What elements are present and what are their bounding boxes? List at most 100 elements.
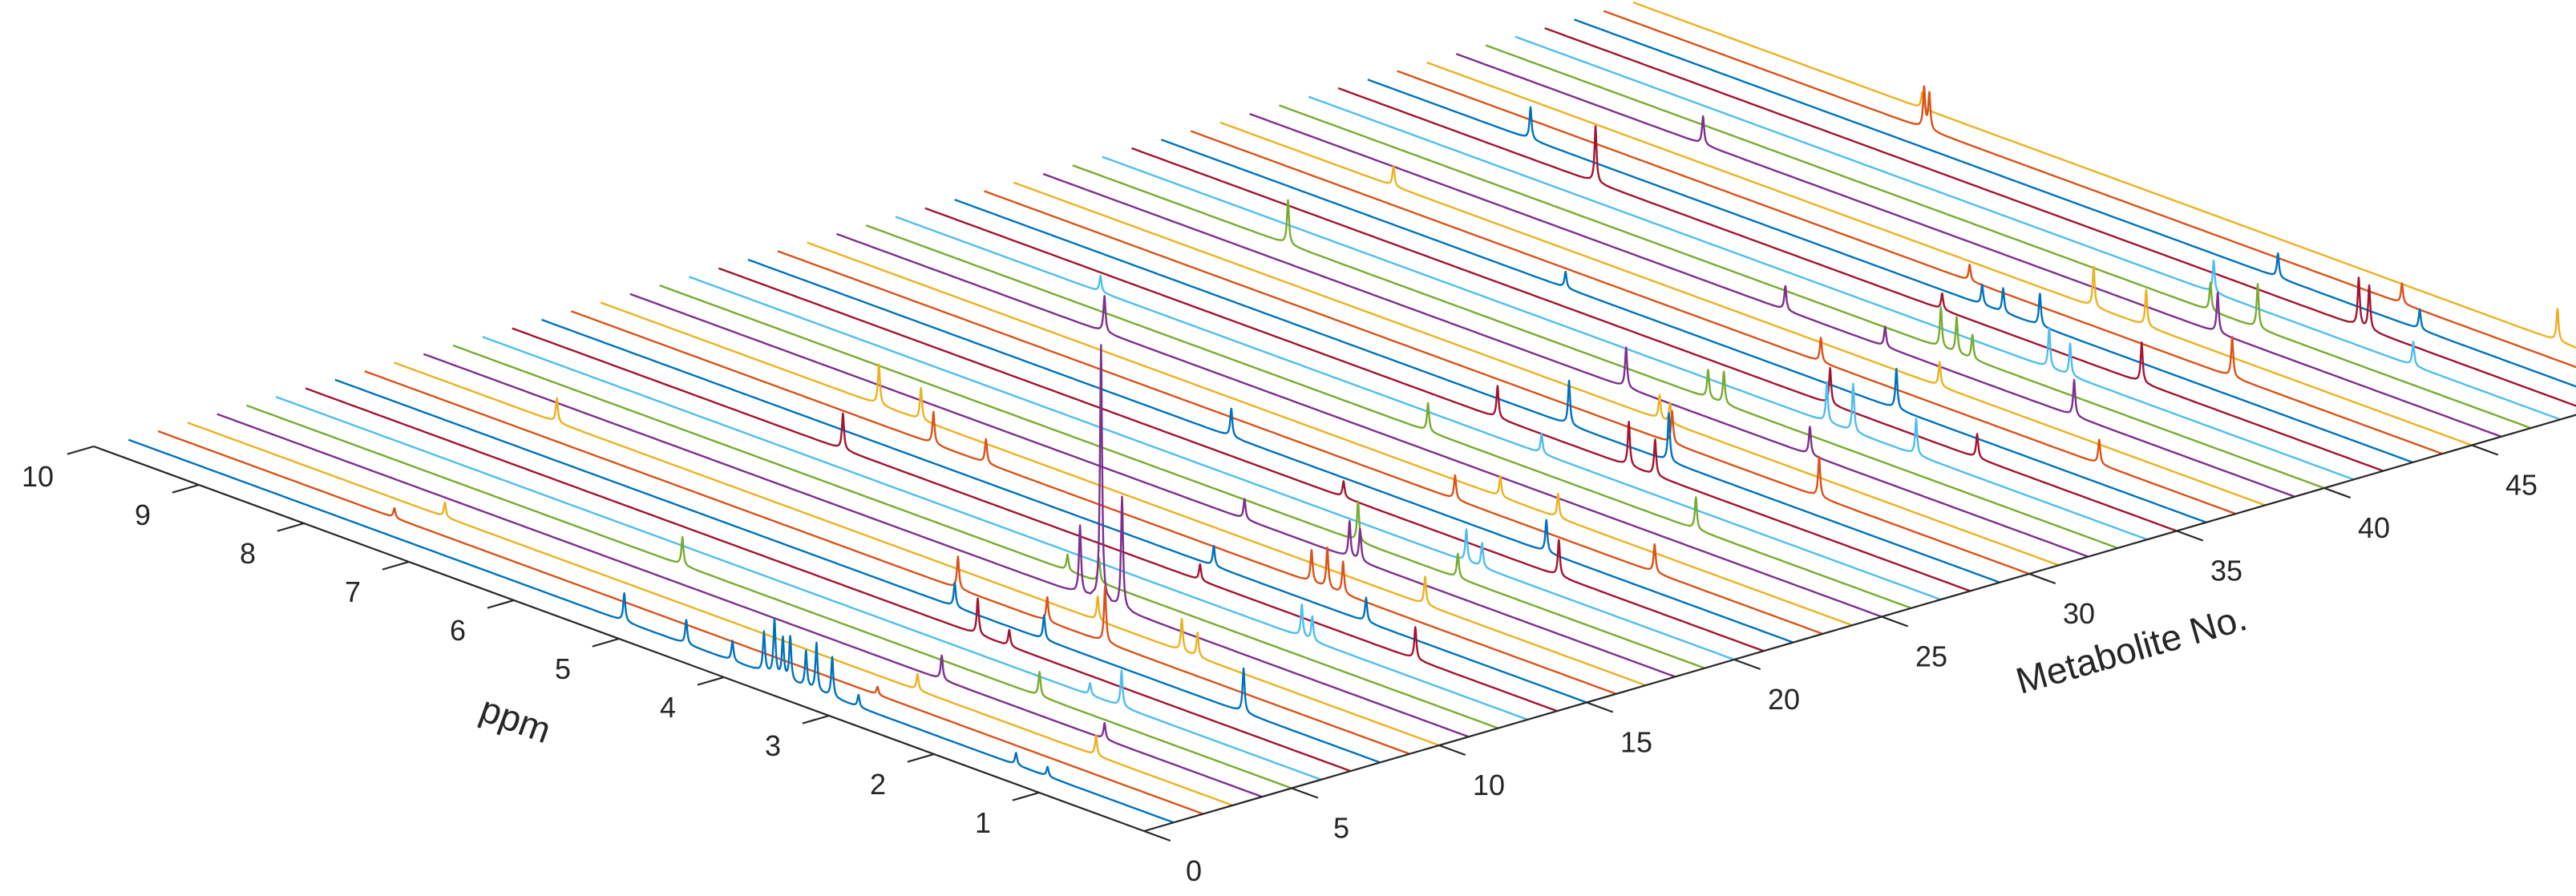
ppm-tick-label: 7 <box>345 575 361 608</box>
spectrum-series-4 <box>216 413 1263 798</box>
spectrum-series-11 <box>423 344 1470 738</box>
metabolite-axis-label: Metabolite No. <box>2012 596 2251 702</box>
spectrum-series-21 <box>718 267 1765 652</box>
ppm-tick-mark <box>277 522 305 532</box>
spectrum-series-48 <box>1514 35 2561 421</box>
metabolite-tick-mark <box>2323 486 2352 499</box>
spectrum-series-32 <box>1042 172 2089 558</box>
spectra-traces <box>127 1 2576 824</box>
spectrum-series-39 <box>1249 112 2295 498</box>
ppm-tick-label: 9 <box>135 498 151 531</box>
spectrum-series-52 <box>1632 1 2576 349</box>
ppm-tick-label: 4 <box>660 691 676 724</box>
ppm-tick-label: 1 <box>975 806 991 839</box>
spectrum-series-2 <box>157 430 1204 815</box>
ppm-tick-mark <box>802 714 830 724</box>
ppm-tick-label: 3 <box>765 729 781 762</box>
spectrum-series-31 <box>1013 181 2060 567</box>
spectrum-series-45 <box>1426 61 2473 446</box>
spectrum-series-18 <box>629 293 1676 678</box>
spectrum-series-12 <box>452 344 1499 729</box>
spectrum-series-30 <box>984 190 2030 575</box>
metabolite-tick-mark <box>1586 701 1614 713</box>
ppm-tick-mark <box>487 599 515 609</box>
spectrum-series-49 <box>1544 26 2576 407</box>
spectrum-series-9 <box>364 369 1410 755</box>
ppm-tick-mark <box>172 483 200 494</box>
spectrum-series-38 <box>1219 121 2266 507</box>
spectrum-series-25 <box>836 232 1882 618</box>
metabolite-tick-mark <box>2176 530 2204 542</box>
spectrum-series-5 <box>246 404 1292 789</box>
spectrum-series-29 <box>954 198 2000 583</box>
metabolite-tick-label: 20 <box>1768 683 1800 716</box>
spectrum-series-10 <box>394 361 1440 747</box>
ppm-tick-mark <box>1012 791 1040 801</box>
spectrum-series-28 <box>924 207 1971 592</box>
spectrum-series-34 <box>1102 155 2148 541</box>
metabolite-tick-label: 25 <box>1915 640 1947 673</box>
ppm-tick-label: 8 <box>240 537 256 570</box>
ppm-tick-label: 2 <box>870 768 886 801</box>
ppm-tick-mark <box>382 560 410 571</box>
metabolite-tick-mark <box>2028 572 2056 585</box>
metabolite-tick-label: 35 <box>2210 555 2242 587</box>
spectrum-series-13 <box>482 336 1528 721</box>
metabolite-ticks: 0510152025303540455055 <box>1143 444 2538 887</box>
spectrum-series-33 <box>1072 164 2118 550</box>
spectrum-series-35 <box>1131 147 2178 532</box>
ppm-tick-mark <box>697 676 725 686</box>
metabolite-tick-label: 45 <box>2505 469 2538 502</box>
spectrum-series-43 <box>1367 79 2413 464</box>
spectrum-series-40 <box>1279 104 2325 490</box>
ppm-tick-label: 5 <box>555 652 571 685</box>
metabolite-tick-label: 5 <box>1333 812 1349 845</box>
spectrum-series-41 <box>1308 95 2355 481</box>
ppm-tick-label: 6 <box>450 614 466 647</box>
ppm-axis-label: ppm <box>475 688 556 751</box>
spectrum-series-24 <box>807 241 1853 627</box>
spectrum-series-16 <box>570 310 1617 695</box>
spectrum-series-22 <box>747 258 1794 644</box>
spectrum-series-23 <box>777 250 1823 636</box>
metabolite-tick-mark <box>1143 829 1171 842</box>
spectrum-series-42 <box>1337 87 2384 472</box>
spectrum-series-46 <box>1455 53 2502 438</box>
spectrum-series-8 <box>334 378 1381 764</box>
ppm-tick-mark <box>67 445 95 455</box>
spectrum-series-51 <box>1603 10 2576 369</box>
spectrum-series-3 <box>187 422 1233 807</box>
spectrum-series-6 <box>275 396 1322 781</box>
ppm-tick-mark <box>907 753 935 763</box>
metabolite-tick-label: 30 <box>2063 597 2095 630</box>
spectrum-series-1 <box>127 438 1175 824</box>
metabolite-tick-label: 0 <box>1186 854 1202 887</box>
spectrum-series-37 <box>1190 130 2237 515</box>
spectrum-series-50 <box>1574 18 2576 388</box>
metabolite-tick-mark <box>1438 744 1466 757</box>
spectrum-series-44 <box>1397 70 2443 455</box>
spectrum-series-19 <box>659 284 1705 669</box>
ppm-ticks: 1 2 3 4 5 6 7 8 9 10 <box>22 445 1040 839</box>
ppm-tick-mark <box>592 637 620 648</box>
spectrum-series-15 <box>541 318 1587 704</box>
metabolite-tick-label: 15 <box>1620 726 1652 759</box>
metabolite-tick-mark <box>1881 615 1909 628</box>
metabolite-axis-line <box>1143 414 2576 833</box>
spectrum-series-27 <box>895 216 1942 601</box>
spectrum-series-17 <box>600 301 1647 687</box>
metabolite-tick-label: 40 <box>2358 511 2390 544</box>
ppm-tick-label: 10 <box>22 460 54 493</box>
metabolite-tick-mark <box>2471 444 2499 456</box>
spectrum-series-14 <box>512 327 1558 712</box>
metabolite-tick-mark <box>1291 787 1319 799</box>
metabolite-tick-mark <box>1733 658 1761 671</box>
spectrum-series-47 <box>1485 44 2532 430</box>
spectrum-series-20 <box>689 276 1735 661</box>
spectrum-series-7 <box>305 387 1352 773</box>
spectrum-series-26 <box>865 224 1912 609</box>
metabolite-tick-label: 10 <box>1473 769 1505 801</box>
